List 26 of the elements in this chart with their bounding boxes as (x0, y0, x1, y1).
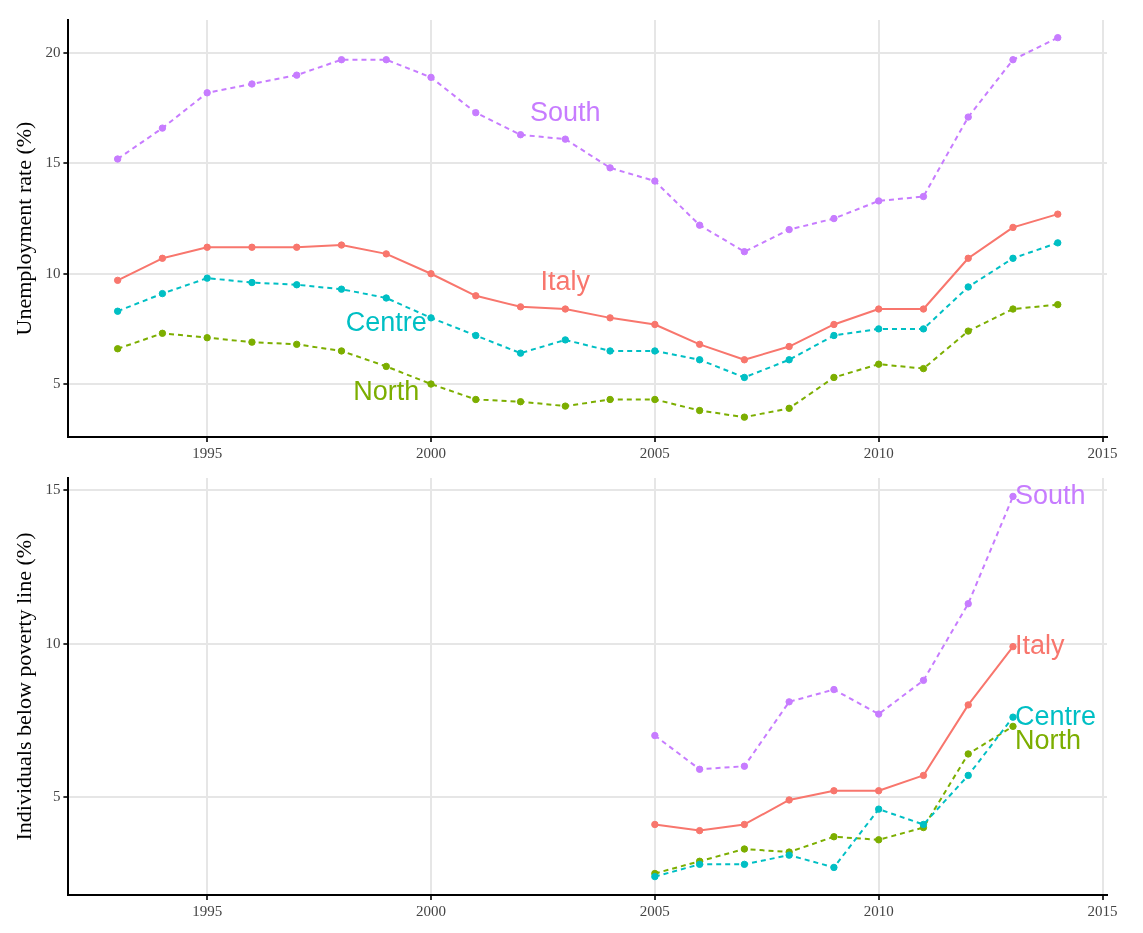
series-label: Centre (345, 307, 427, 338)
y-tick-label: 10 (45, 264, 61, 281)
y-axis-title: Unemployment rate (%) (10, 121, 36, 336)
series-label: Italy (1014, 630, 1066, 661)
x-tick-label: 2010 (863, 902, 894, 919)
y-tick-label: 15 (45, 481, 61, 498)
x-tick-label: 2015 (1087, 902, 1118, 919)
x-tick-label: 2005 (639, 902, 670, 919)
x-tick-label: 2015 (1087, 444, 1118, 461)
y-tick-label: 15 (45, 154, 61, 171)
y-tick-label: 5 (52, 374, 61, 391)
y-axis-title: Individuals below poverty line (%) (10, 532, 36, 841)
series-label: Italy (540, 266, 591, 297)
series-label: North (1014, 724, 1082, 755)
x-tick-label: 1995 (192, 444, 223, 461)
x-tick-label: 1995 (192, 902, 223, 919)
series-label: South (1014, 479, 1086, 510)
y-tick-label: 5 (52, 787, 61, 804)
x-tick-label: 2005 (639, 444, 670, 461)
x-tick-label: 2000 (416, 902, 447, 919)
x-tick-label: 2010 (863, 444, 894, 461)
x-tick-label: 2000 (416, 444, 447, 461)
y-tick-label: 20 (45, 44, 61, 61)
y-tick-label: 10 (45, 634, 61, 651)
series-label: South (530, 96, 601, 127)
series-label: North (353, 375, 420, 406)
